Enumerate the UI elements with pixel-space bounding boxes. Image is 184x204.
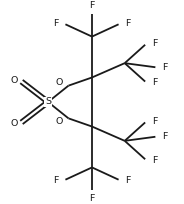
Text: F: F xyxy=(152,78,157,87)
Text: F: F xyxy=(89,194,95,203)
Text: F: F xyxy=(162,63,168,72)
Text: F: F xyxy=(162,132,168,141)
Text: F: F xyxy=(54,176,59,185)
Text: F: F xyxy=(152,156,157,165)
Text: F: F xyxy=(152,117,157,126)
Text: F: F xyxy=(152,39,157,48)
Text: O: O xyxy=(56,117,63,126)
Text: O: O xyxy=(10,119,17,128)
Text: F: F xyxy=(54,19,59,28)
Text: S: S xyxy=(45,98,51,106)
Text: F: F xyxy=(125,19,130,28)
Text: O: O xyxy=(56,78,63,87)
Text: O: O xyxy=(10,76,17,85)
Text: F: F xyxy=(89,1,95,10)
Text: F: F xyxy=(125,176,130,185)
